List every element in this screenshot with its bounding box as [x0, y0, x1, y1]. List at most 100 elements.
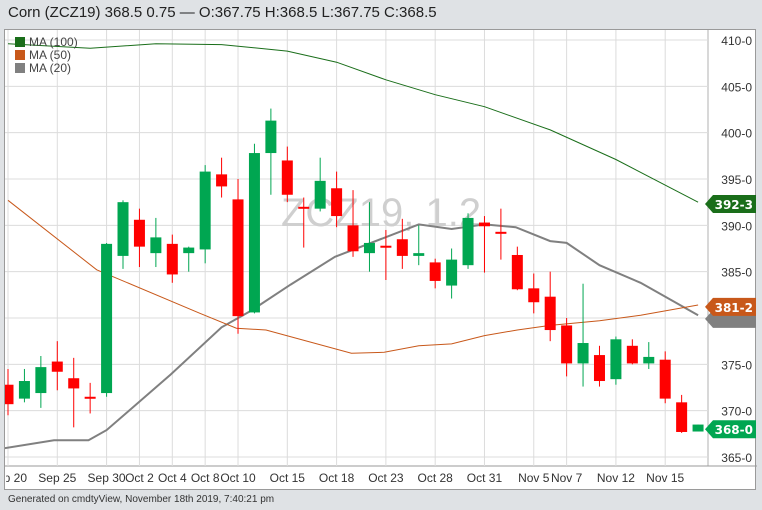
candle	[478, 216, 490, 273]
candle-body	[5, 384, 14, 405]
y-tick-label: 365-0	[721, 451, 752, 465]
ma50-swatch-icon	[15, 50, 25, 60]
ma100-price-tag-text: 392-3	[715, 198, 753, 212]
candle-body	[51, 361, 63, 372]
candle-body	[363, 242, 375, 254]
candle	[610, 336, 622, 385]
legend-ma50[interactable]: MA (50)	[15, 48, 71, 62]
candle	[18, 368, 30, 403]
x-tick-label: Oct 28	[418, 471, 454, 485]
candle-body	[314, 180, 326, 209]
last-price-tag-text: 368-0	[715, 423, 753, 437]
ma100-price-tag-shape	[705, 195, 756, 214]
candle-body	[380, 245, 392, 248]
x-tick-label: Oct 18	[319, 471, 355, 485]
legend-ma20[interactable]: MA (20)	[15, 61, 71, 75]
last-price-tag: 368-0	[705, 420, 756, 439]
candle-body	[248, 153, 260, 313]
legend-ma100[interactable]: MA (100)	[15, 35, 78, 49]
ma50-price-tag: 381-2	[705, 297, 756, 316]
candle	[676, 394, 688, 433]
candle	[429, 258, 441, 289]
candle	[35, 355, 47, 408]
candle-body	[643, 356, 655, 364]
candle	[183, 246, 195, 272]
candle-body	[199, 171, 211, 250]
candle-body	[462, 217, 474, 266]
candle	[298, 197, 310, 248]
x-tick-label: Oct 10	[220, 471, 256, 485]
candle	[561, 318, 573, 377]
candle-body	[281, 160, 293, 195]
chart-title: Corn (ZCZ19) 368.5 0.75 — O:367.75 H:368…	[8, 4, 437, 21]
candle-body	[232, 199, 244, 317]
candle-body	[166, 243, 178, 275]
y-tick-label: 375-0	[721, 358, 752, 372]
candle	[626, 339, 638, 365]
candle	[692, 424, 704, 432]
candle	[314, 157, 326, 212]
candle-body	[331, 188, 343, 217]
candle-body	[413, 253, 425, 256]
candle-body	[544, 296, 556, 331]
candle	[5, 368, 14, 416]
candle	[462, 213, 474, 269]
candle	[84, 382, 96, 414]
candle-body	[396, 239, 408, 256]
candle-body	[101, 243, 113, 394]
candle-body	[347, 225, 359, 252]
y-tick-label: 385-0	[721, 266, 752, 280]
candle	[511, 246, 523, 291]
candle	[117, 200, 129, 269]
candle-body	[133, 219, 145, 247]
x-tick-label: Nov 12	[597, 471, 635, 485]
candle-body	[692, 424, 704, 432]
candle	[150, 217, 162, 268]
ma20-swatch-icon	[15, 63, 25, 73]
candle	[380, 229, 392, 281]
candle	[101, 242, 113, 397]
candle-body	[495, 231, 507, 234]
plot-layer	[5, 43, 704, 450]
candle-body	[659, 359, 671, 399]
ma100-swatch-icon	[15, 37, 25, 47]
y-tick-label: 405-0	[721, 80, 752, 94]
y-tick-label: 395-0	[721, 173, 752, 187]
x-tick-label: Oct 8	[191, 471, 220, 485]
x-tick-label: Nov 15	[646, 471, 684, 485]
candle-body	[429, 262, 441, 281]
candle-body	[577, 343, 589, 364]
candle-body	[446, 259, 458, 286]
candle	[446, 248, 458, 299]
candlestick-chart[interactable]: 365-0370-0375-0380-0385-0390-0395-0400-0…	[5, 30, 757, 491]
candle	[347, 190, 359, 257]
candle-body	[68, 378, 80, 389]
footer-generated-text: Generated on cmdtyView, November 18th 20…	[8, 494, 275, 505]
ma50-price-tag-text: 381-2	[715, 301, 753, 315]
candle	[413, 225, 425, 266]
candle	[248, 143, 260, 314]
ma100-price-tag: 392-3	[705, 195, 756, 214]
x-tick-label: Sep 30	[88, 471, 126, 485]
candle-body	[183, 247, 195, 254]
y-tick-label: 410-0	[721, 34, 752, 48]
candle-body	[676, 402, 688, 432]
candle	[133, 208, 145, 268]
x-tick-label: Sep 20	[5, 471, 27, 485]
ma20-line	[5, 223, 699, 450]
chart-area[interactable]: 365-0370-0375-0380-0385-0390-0395-0400-0…	[4, 29, 757, 491]
x-tick-label: Oct 15	[270, 471, 306, 485]
legend-label: MA (50)	[29, 48, 72, 62]
candle-body	[117, 202, 129, 256]
y-tick-label: 390-0	[721, 219, 752, 233]
candle	[495, 208, 507, 260]
candle-body	[216, 174, 228, 187]
y-tick-label: 370-0	[721, 405, 752, 419]
candle-body	[511, 254, 523, 290]
candle	[643, 342, 655, 369]
candle-body	[35, 367, 47, 394]
x-tick-label: Sep 25	[38, 471, 76, 485]
candle-body	[84, 396, 96, 399]
candle	[396, 218, 408, 269]
ma50-price-tag-shape	[705, 297, 756, 316]
